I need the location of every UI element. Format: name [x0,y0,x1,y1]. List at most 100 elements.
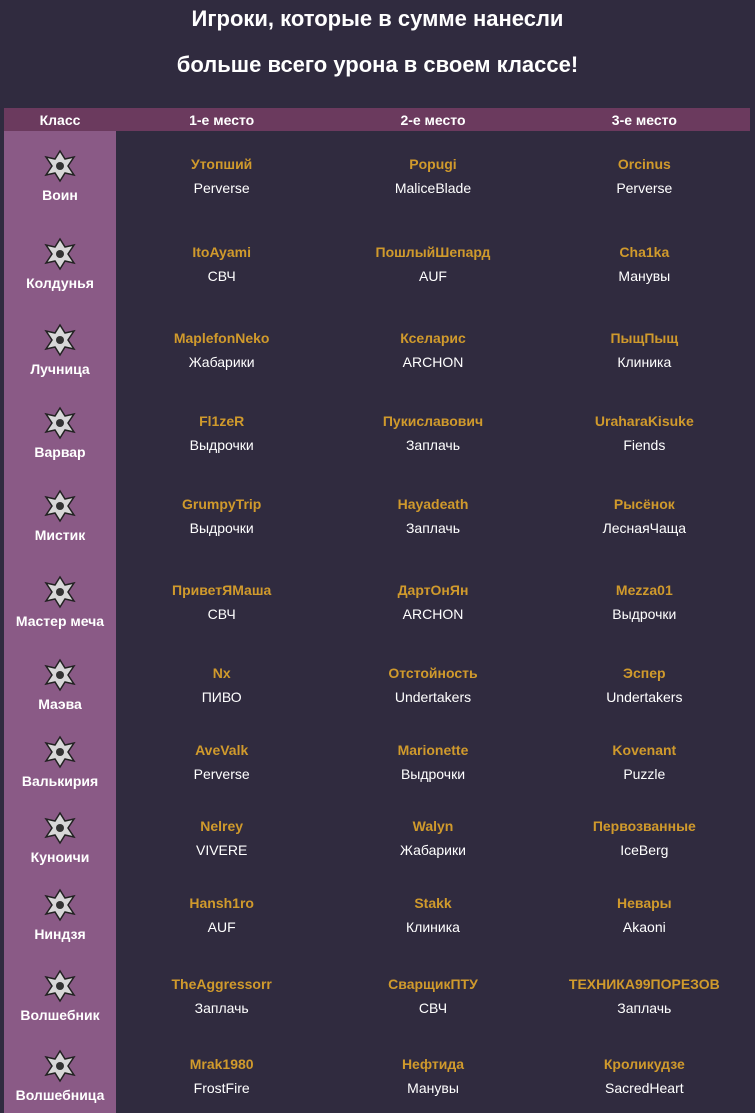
player-nickname: Mrak1980 [189,1055,254,1072]
player-nickname: Невары [617,895,672,911]
header-second-place: 2-е место [327,108,539,131]
place-1-cell: AveValk Perverse [116,724,327,800]
guild-name: MaliceBlade [394,179,472,196]
guild-name: Заплачь [405,437,461,453]
place-1-cell: Hansh1ro AUF [116,876,327,954]
class-name: Лучница [30,361,90,377]
class-cell: Колдунья [4,220,116,308]
guild-name: Perverse [193,766,250,782]
class-name: Колдунья [26,275,94,291]
ranger-icon [44,323,76,357]
berserker-icon [44,406,76,440]
player-nickname: Кселарис [400,330,466,346]
player-nickname: Stakk [414,895,452,911]
guild-name: Perverse [616,179,673,196]
place-3-cell: Cha1ka Манувы [539,220,750,308]
class-name: Мистик [34,526,86,543]
player-nickname: ПриветЯМаша [172,581,272,598]
guild-name: Выдрочки [189,519,254,536]
guild-name: Заплачь [194,1000,249,1016]
place-2-cell: Отстойность Undertakers [327,646,538,724]
class-name: Воин [42,186,78,203]
place-3-cell: ПыщПыщ Клиника [539,308,750,392]
guild-name: СВЧ [418,1000,448,1016]
place-1-cell: MaplefonNeko Жабарики [116,308,327,392]
player-nickname: Первозванные [592,818,696,834]
guild-name: AUF [207,919,236,935]
class-cell: Лучница [4,308,116,392]
guild-name: SacredHeart [605,1079,684,1096]
player-nickname: Отстойность [388,665,478,681]
player-nickname: Cha1ka [619,244,670,260]
player-nickname: ДартОнЯн [397,581,469,598]
class-cell: Ниндзя [4,876,116,954]
guild-name: Perverse [193,179,250,196]
place-2-cell: Пукиславович Заплачь [327,392,538,474]
tamer-icon [44,489,76,522]
class-cell: Волшебник [4,954,116,1038]
header-class: Класс [4,108,116,131]
class-name: Маэва [38,696,82,712]
guild-name: FrostFire [193,1079,250,1096]
header-third-place: 3-е место [538,108,750,131]
ninja-icon [44,888,76,922]
place-3-cell: Kovenant Puzzle [539,724,750,800]
guild-name: ЛеснаяЧаща [602,519,687,536]
place-3-cell: Невары Akaoni [539,876,750,954]
player-nickname: Hansh1ro [189,895,254,911]
guild-name: Undertakers [394,689,472,705]
player-nickname: СварщикПТУ [388,976,478,992]
guild-name: Жабарики [400,842,466,858]
guild-name: Akaoni [622,919,666,935]
wizard-icon [44,969,76,1003]
guild-name: Выдрочки [400,766,466,782]
class-cell: Валькирия [4,724,116,800]
guild-name: Заплачь [617,1000,672,1016]
guild-name: Манувы [618,268,671,284]
guild-name: ПИВО [201,689,242,705]
guild-name: Клиника [406,919,460,935]
player-nickname: ТЕХНИКА99ПОРЕЗОВ [568,976,720,992]
table-row: Варвар Fl1zeR Выдрочки Пукиславович Запл… [4,392,750,474]
player-nickname: ItoAyami [192,244,251,260]
table-row: Мастер меча ПриветЯМаша СВЧ ДартОнЯн ARC… [4,557,750,646]
page-title-line-1: Игроки, которые в сумме нанесли [191,6,564,31]
player-nickname: Кроликудзе [603,1055,685,1072]
place-1-cell: Nx ПИВО [116,646,327,724]
player-nickname: GrumpyTrip [181,495,262,512]
place-3-cell: Эспер Undertakers [539,646,750,724]
warrior-icon [44,149,76,182]
guild-name: VIVERE [195,842,248,858]
player-nickname: Nx [212,665,231,681]
table-row: Ниндзя Hansh1ro AUF Stakk Клиника Невары… [4,876,750,954]
musa-icon [44,575,76,608]
place-2-cell: Нефтида Манувы [327,1038,538,1113]
class-cell: Маэва [4,646,116,724]
table-row: Куноичи Nelrey VIVERE Walyn Жабарики Пер… [4,800,750,876]
guild-name: СВЧ [207,605,236,622]
table-row: Маэва Nx ПИВО Отстойность Undertakers Эс… [4,646,750,724]
guild-name: Клиника [617,354,672,370]
table-row: Волшебница Mrak1980 FrostFire Нефтида Ма… [4,1038,750,1113]
class-cell: Варвар [4,392,116,474]
player-nickname: Nelrey [200,818,244,834]
place-3-cell: Orcinus Perverse [539,131,750,220]
guild-name: IceBerg [620,842,669,858]
place-1-cell: ПриветЯМаша СВЧ [116,557,327,646]
class-name: Куноичи [30,849,90,865]
valkyrie-icon [44,735,76,769]
place-1-cell: ItoAyami СВЧ [116,220,327,308]
place-2-cell: Кселарис ARCHON [327,308,538,392]
player-nickname: Orcinus [617,155,671,172]
place-2-cell: Hayadeath Заплачь [327,474,538,557]
table-row: Валькирия AveValk Perverse Marionette Вы… [4,724,750,800]
place-3-cell: Mezza01 Выдрочки [539,557,750,646]
place-3-cell: ТЕХНИКА99ПОРЕЗОВ Заплачь [539,954,750,1038]
ranking-table: Класс 1-е место 2-е место 3-е место Воин… [4,108,750,1113]
guild-name: Заплачь [405,519,461,536]
place-2-cell: Stakk Клиника [327,876,538,954]
table-row: Воин Утопший Perverse Popugi MaliceBlade… [4,131,750,220]
class-name: Волшебник [20,1007,100,1023]
class-cell: Мистик [4,474,116,557]
place-2-cell: ДартОнЯн ARCHON [327,557,538,646]
